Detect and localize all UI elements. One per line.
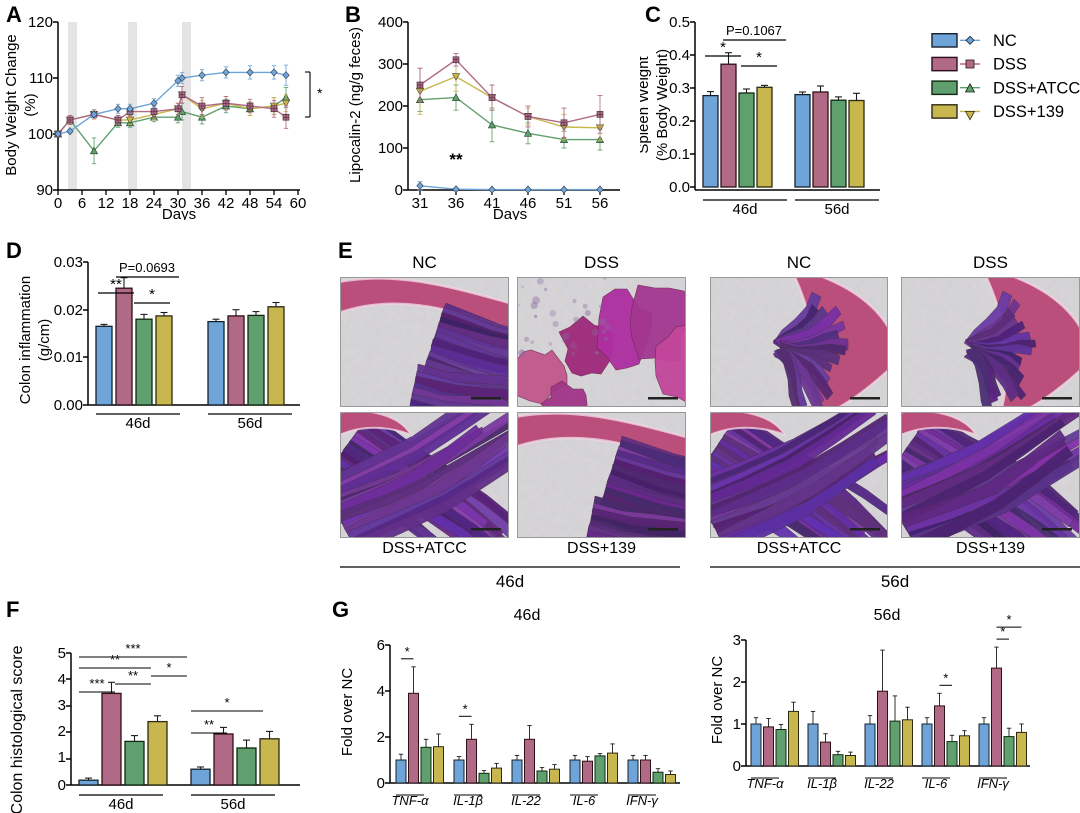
svg-text:0.5: 0.5 <box>669 14 690 31</box>
svg-text:0.03: 0.03 <box>54 254 83 271</box>
svg-text:DSS+139: DSS+139 <box>993 103 1064 121</box>
svg-text:36: 36 <box>448 195 465 212</box>
svg-text:0.4: 0.4 <box>669 47 690 64</box>
svg-text:***: *** <box>125 641 140 656</box>
svg-text:46d: 46d <box>108 796 133 813</box>
svg-text:100: 100 <box>28 126 53 143</box>
svg-text:0.0: 0.0 <box>669 179 690 196</box>
svg-text:**: ** <box>204 717 214 732</box>
svg-text:42: 42 <box>218 195 235 212</box>
svg-text:300: 300 <box>378 56 403 73</box>
svg-text:4: 4 <box>377 683 385 700</box>
svg-text:110: 110 <box>29 70 53 87</box>
svg-text:Colon histological score: Colon histological score <box>9 645 26 813</box>
svg-text:NC: NC <box>993 32 1017 50</box>
svg-text:**: ** <box>110 276 122 293</box>
svg-text:Colon inflammation: Colon inflammation <box>17 276 34 404</box>
svg-text:**: ** <box>110 652 120 667</box>
svg-text:*: * <box>405 644 410 659</box>
svg-text:Lipocalin-2 (ng/g feces): Lipocalin-2 (ng/g feces) <box>347 27 364 183</box>
svg-text:56d: 56d <box>824 201 849 218</box>
svg-text:31: 31 <box>412 195 429 212</box>
svg-text:(g/cm): (g/cm) <box>36 319 53 362</box>
svg-text:120: 120 <box>28 14 53 31</box>
svg-text:1: 1 <box>58 749 66 766</box>
svg-text:(%): (%) <box>22 93 39 116</box>
svg-text:(% Body Weight): (% Body Weight) <box>654 49 671 161</box>
svg-text:56d: 56d <box>874 607 901 624</box>
svg-text:*: * <box>463 701 468 716</box>
svg-text:*: * <box>149 286 155 303</box>
svg-text:*: * <box>720 39 726 56</box>
svg-text:2: 2 <box>58 723 66 740</box>
svg-text:56: 56 <box>592 195 609 212</box>
svg-text:0.1: 0.1 <box>669 146 690 163</box>
svg-text:***: *** <box>89 676 104 691</box>
svg-text:Days: Days <box>493 206 527 220</box>
svg-text:**: ** <box>449 150 463 169</box>
svg-text:12: 12 <box>98 195 115 212</box>
svg-text:0.02: 0.02 <box>54 302 83 319</box>
svg-text:6: 6 <box>78 195 86 212</box>
svg-text:Spleen Weight: Spleen Weight <box>640 56 652 154</box>
svg-text:*: * <box>943 670 948 685</box>
svg-text:36: 36 <box>194 195 211 212</box>
svg-text:4: 4 <box>58 671 66 688</box>
svg-text:Fold over NC: Fold over NC <box>709 656 726 745</box>
svg-text:*: * <box>224 695 229 710</box>
svg-text:56d: 56d <box>237 415 262 432</box>
svg-text:Days: Days <box>162 206 196 220</box>
svg-text:3: 3 <box>733 632 741 649</box>
svg-text:*: * <box>1006 612 1011 627</box>
svg-text:0.00: 0.00 <box>54 397 83 414</box>
svg-text:0: 0 <box>54 195 62 212</box>
svg-text:0.2: 0.2 <box>669 113 690 130</box>
svg-text:*: * <box>317 85 323 101</box>
svg-text:51: 51 <box>556 195 573 212</box>
svg-text:60: 60 <box>290 195 307 212</box>
svg-text:Body Weight Change: Body Weight Change <box>3 34 20 175</box>
svg-text:2: 2 <box>733 674 741 691</box>
svg-text:DSS: DSS <box>993 56 1027 74</box>
svg-text:46d: 46d <box>125 415 150 432</box>
svg-text:5: 5 <box>58 645 66 662</box>
svg-text:46d: 46d <box>732 201 757 218</box>
svg-text:P=0.0693: P=0.0693 <box>119 260 175 275</box>
svg-text:*: * <box>166 660 171 675</box>
svg-text:1: 1 <box>733 716 741 733</box>
svg-text:24: 24 <box>146 195 163 212</box>
svg-text:3: 3 <box>58 697 66 714</box>
svg-text:2: 2 <box>377 729 385 746</box>
svg-text:48: 48 <box>242 195 259 212</box>
svg-text:Fold over NC: Fold over NC <box>339 668 356 757</box>
svg-text:100: 100 <box>378 140 403 157</box>
svg-text:P=0.1067: P=0.1067 <box>726 23 782 38</box>
svg-text:0: 0 <box>377 775 385 792</box>
svg-text:0: 0 <box>58 777 66 794</box>
svg-text:200: 200 <box>378 98 403 115</box>
svg-text:56d: 56d <box>220 796 245 813</box>
svg-text:**: ** <box>128 668 138 683</box>
svg-text:0: 0 <box>733 758 741 775</box>
svg-text:400: 400 <box>378 14 403 31</box>
svg-text:6: 6 <box>377 637 385 654</box>
svg-text:DSS+ATCC: DSS+ATCC <box>993 79 1080 97</box>
svg-text:0.3: 0.3 <box>669 80 690 97</box>
svg-text:18: 18 <box>122 195 139 212</box>
svg-text:*: * <box>1000 624 1005 639</box>
svg-text:54: 54 <box>266 195 283 212</box>
svg-text:0.01: 0.01 <box>54 349 83 366</box>
svg-text:46d: 46d <box>514 607 541 624</box>
svg-text:0: 0 <box>395 182 403 199</box>
svg-text:90: 90 <box>36 182 53 199</box>
svg-text:*: * <box>756 49 762 66</box>
